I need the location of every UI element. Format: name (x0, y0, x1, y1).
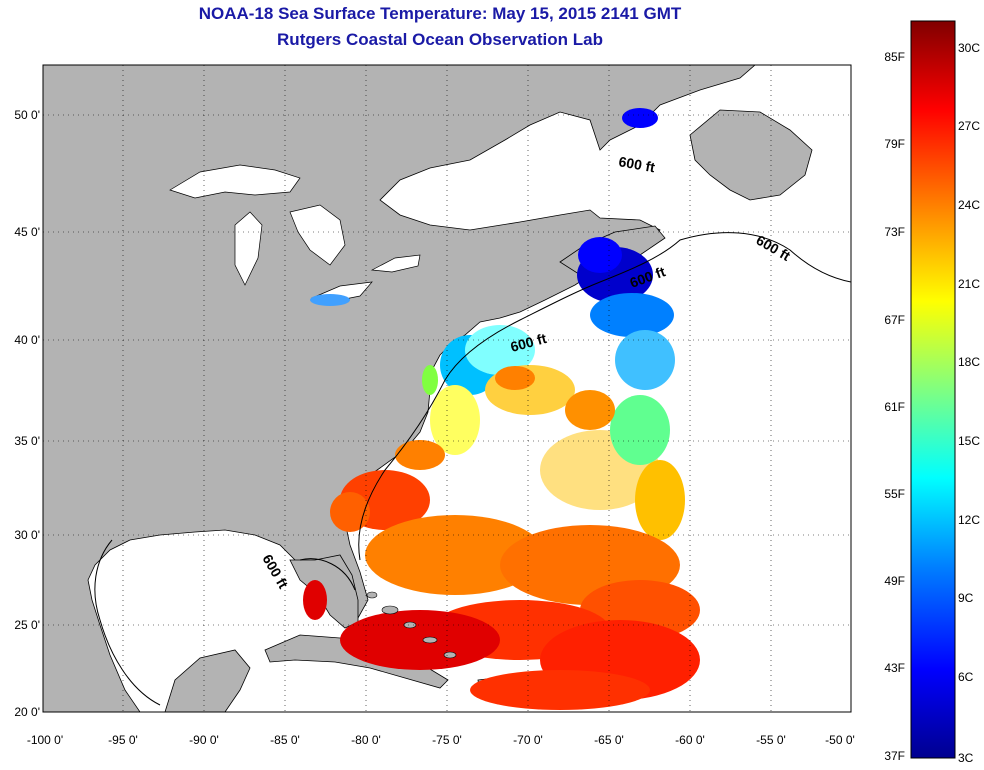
map-title: NOAA-18 Sea Surface Temperature: May 15,… (198, 4, 682, 23)
colorbar-f-label: 73F (884, 225, 905, 239)
colorbar-c-label: 15C (958, 434, 980, 448)
colorbar-c-label: 3C (958, 751, 974, 765)
colorbar-c-label: 9C (958, 591, 974, 605)
colorbar-c-label: 12C (958, 513, 980, 527)
colorbar-f-label: 55F (884, 487, 905, 501)
sst-data (303, 108, 700, 710)
lat-tick-label: 40 0' (14, 333, 40, 347)
isobath-label: 600 ft (617, 153, 656, 175)
lon-tick-label: -75 0' (432, 733, 462, 747)
lat-tick-label: 45 0' (14, 225, 40, 239)
yucatan (164, 649, 251, 712)
colorbar-c-label: 6C (958, 670, 974, 684)
lon-tick-label: -85 0' (270, 733, 300, 747)
cuba (264, 634, 449, 689)
newfoundland (689, 109, 813, 201)
lat-tick-label: 30 0' (14, 528, 40, 542)
colorbar-c-label: 21C (958, 277, 980, 291)
colorbar-f-label: 43F (884, 661, 905, 675)
great-lakes (169, 164, 421, 303)
lon-tick-label: -95 0' (108, 733, 138, 747)
lon-tick-label: -55 0' (756, 733, 786, 747)
lat-tick-label: 25 0' (14, 618, 40, 632)
lat-tick-label: 35 0' (14, 434, 40, 448)
lon-tick-label: -65 0' (594, 733, 624, 747)
colorbar-c-label: 27C (958, 119, 980, 133)
colorbar-f-label: 61F (884, 400, 905, 414)
map-frame (42, 64, 852, 713)
colorbar-c-label: 18C (958, 355, 980, 369)
colorbar-f-label: 79F (884, 137, 905, 151)
colorbar-f-label: 67F (884, 313, 905, 327)
colorbar (910, 20, 956, 759)
colorbar-f-label: 37F (884, 749, 905, 763)
lon-tick-label: -60 0' (675, 733, 705, 747)
lon-tick-label: -100 0' (27, 733, 63, 747)
lon-tick-label: -90 0' (189, 733, 219, 747)
colorbar-c-label: 30C (958, 41, 980, 55)
colorbar-f-label: 49F (884, 574, 905, 588)
map-subtitle: Rutgers Coastal Ocean Observation Lab (277, 30, 603, 49)
lat-tick-label: 20 0' (14, 705, 40, 719)
lon-tick-label: -70 0' (513, 733, 543, 747)
lon-tick-label: -80 0' (351, 733, 381, 747)
lon-tick-label: -50 0' (825, 733, 855, 747)
colorbar-c-label: 24C (958, 198, 980, 212)
colorbar-f-label: 85F (884, 50, 905, 64)
lat-tick-label: 50 0' (14, 108, 40, 122)
bahamas-islands (366, 591, 457, 659)
